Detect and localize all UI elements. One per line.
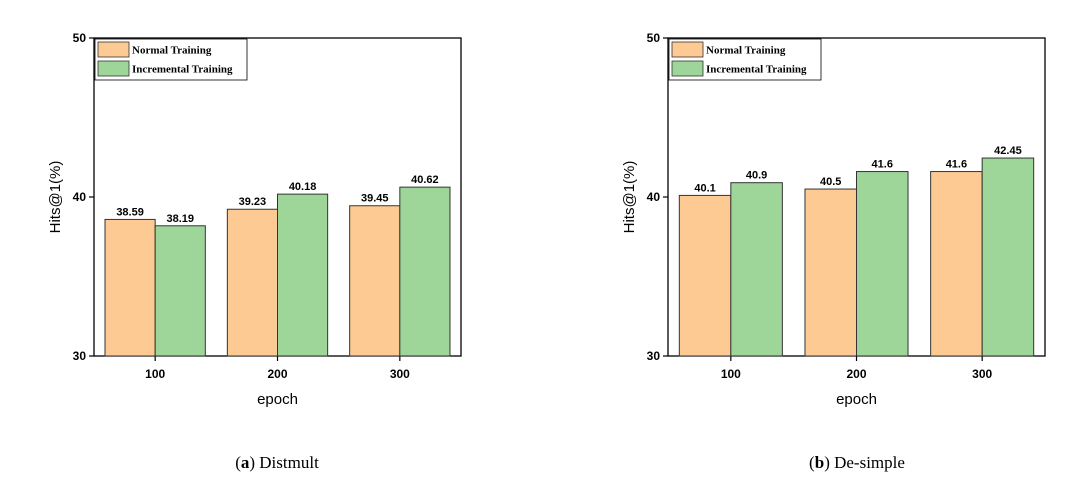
legend-entry: Incremental Training (706, 64, 807, 76)
data-label: 40.1 (694, 182, 715, 194)
y-tick-label: 50 (647, 31, 661, 45)
data-label: 40.18 (289, 181, 317, 193)
data-label: 40.62 (411, 174, 439, 186)
data-label: 39.23 (239, 196, 267, 208)
x-tick-label: 200 (267, 367, 287, 381)
bar-normal-100 (104, 218, 156, 357)
y-tick-label: 50 (73, 31, 87, 45)
caption-text: Distmult (259, 453, 319, 472)
bar-incremental-300 (399, 186, 451, 357)
legend-entry: Normal Training (132, 45, 212, 57)
bar-incremental-200 (856, 171, 909, 357)
y-tick-label: 40 (73, 190, 87, 204)
bar-incremental-100 (154, 225, 206, 357)
data-label: 39.45 (361, 193, 389, 205)
x-tick-label: 200 (846, 367, 866, 381)
y-tick-label: 30 (73, 349, 87, 363)
legend: Normal Training Incremental Training (668, 38, 822, 81)
chart-b: 30 40 50 Hits@1(%) 100 40.1 40.9 200 40.5 41.6 300… (621, 31, 1046, 472)
bar-normal-100 (678, 194, 732, 357)
subfigure-caption: (b) De-simple (809, 453, 905, 472)
chart-a: 30 40 50 Hits@1(%) 100 38.59 38.19 200 39.23 40.1… (47, 31, 462, 472)
data-label: 41.6 (872, 159, 893, 171)
legend-entry: Incremental Training (132, 64, 233, 76)
y-tick-label: 30 (647, 349, 661, 363)
y-axis-label: Hits@1(%) (47, 161, 64, 234)
data-label: 41.6 (946, 159, 967, 171)
legend-swatch (671, 60, 704, 77)
caption-letter: a (241, 453, 250, 472)
legend-entry: Normal Training (706, 45, 786, 57)
bar-incremental-300 (981, 157, 1035, 357)
legend: Normal Training Incremental Training (94, 38, 248, 81)
legend-swatch (97, 41, 130, 58)
data-label: 40.9 (746, 170, 767, 182)
legend-swatch (671, 41, 704, 58)
y-tick-label: 40 (647, 190, 661, 204)
bar-normal-200 (226, 208, 279, 357)
y-axis-label: Hits@1(%) (621, 161, 638, 234)
x-axis-label: epoch (257, 391, 298, 408)
x-axis-label: epoch (836, 391, 877, 408)
data-label: 38.19 (166, 213, 194, 225)
bar-incremental-100 (730, 182, 783, 357)
bar-normal-200 (804, 188, 858, 357)
bar-incremental-200 (277, 193, 329, 357)
caption-text: De-simple (834, 453, 905, 472)
data-label: 38.59 (116, 206, 144, 218)
data-label: 40.5 (820, 176, 841, 188)
bar-normal-300 (349, 205, 401, 357)
bar-normal-300 (930, 171, 983, 357)
caption-letter: b (815, 453, 824, 472)
x-tick-label: 100 (145, 367, 165, 381)
x-tick-label: 300 (972, 367, 992, 381)
legend-swatch (97, 60, 130, 77)
data-label: 42.45 (994, 145, 1022, 157)
x-tick-label: 300 (390, 367, 410, 381)
subfigure-caption: (a) Distmult (235, 453, 319, 472)
x-tick-label: 100 (721, 367, 741, 381)
